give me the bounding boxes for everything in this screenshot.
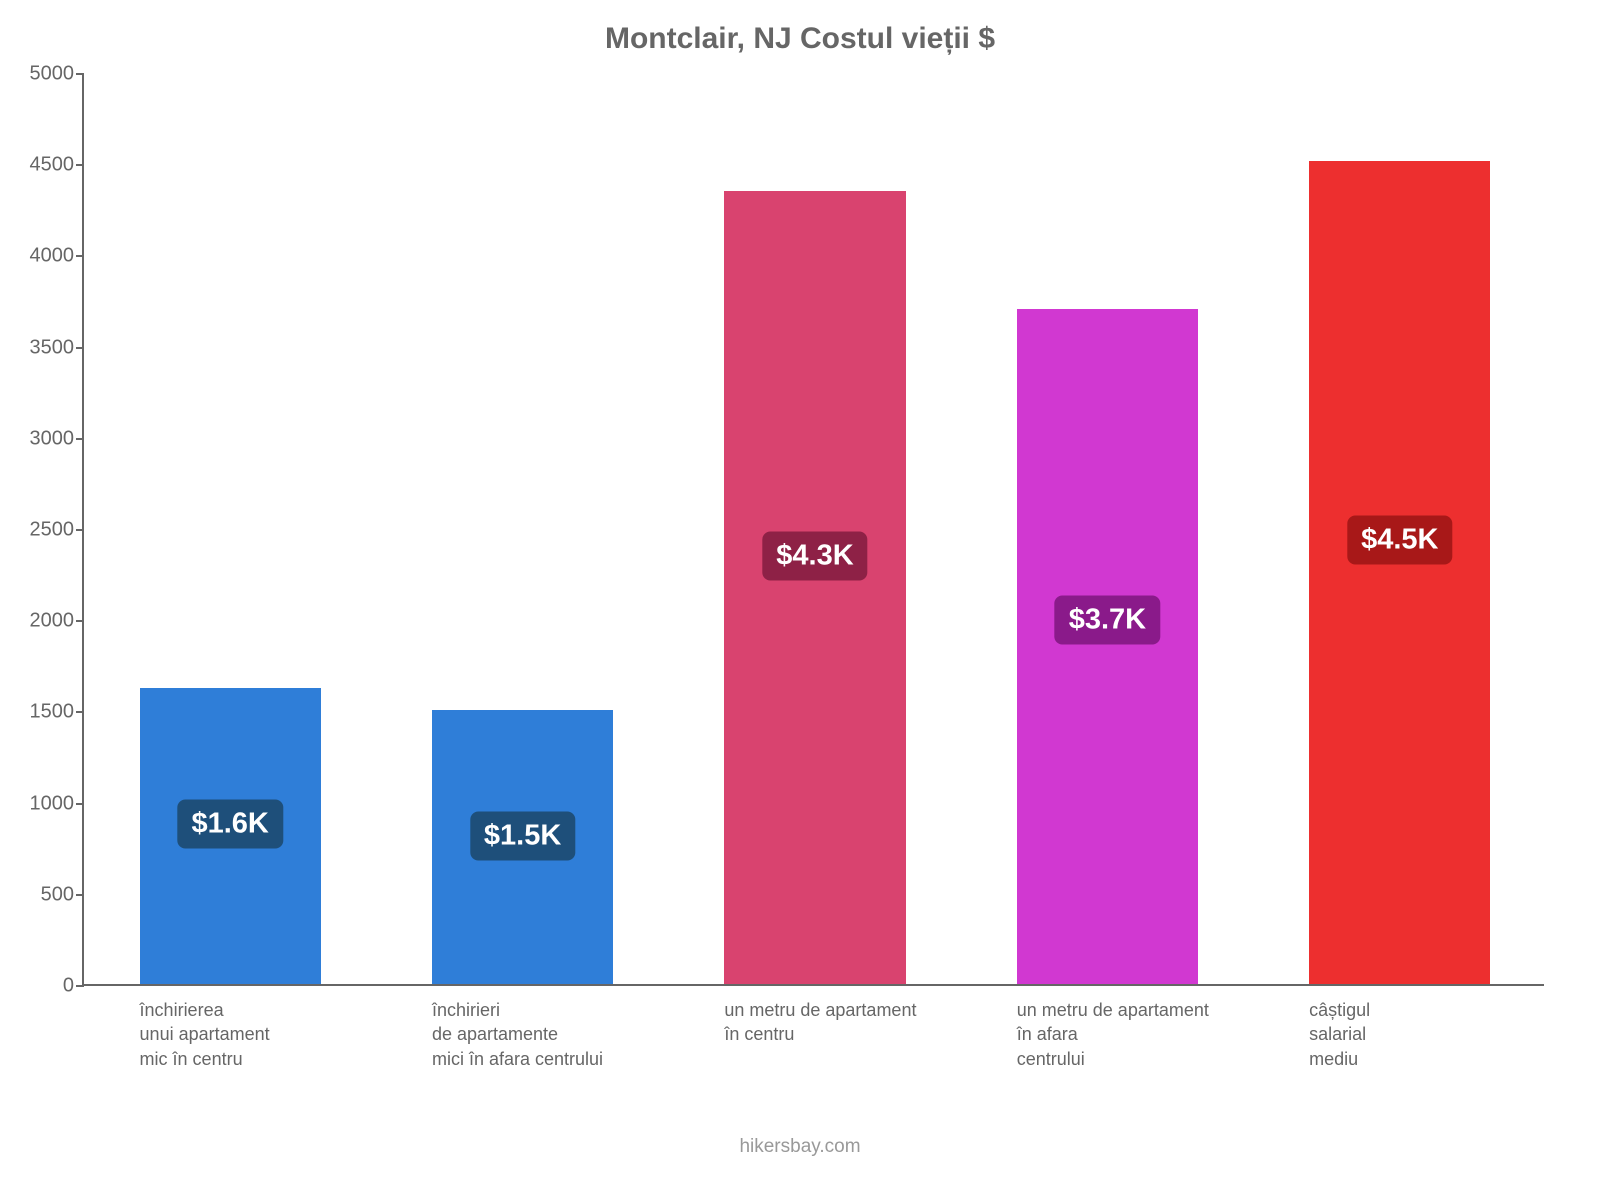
ytick-mark	[76, 73, 84, 75]
bar-value-badge: $3.7K	[1055, 595, 1160, 644]
ytick-mark	[76, 620, 84, 622]
xtick-label: un metru de apartament în afara centrulu…	[1017, 984, 1209, 1071]
bar: $4.3K	[724, 191, 905, 984]
ytick-mark	[76, 164, 84, 166]
chart-footer: hikersbay.com	[0, 1136, 1600, 1158]
bar-value-badge: $1.5K	[470, 812, 575, 861]
ytick-mark	[76, 985, 84, 987]
bar: $1.5K	[432, 710, 613, 984]
bar: $1.6K	[140, 688, 321, 984]
bar-value-badge: $4.3K	[762, 531, 867, 580]
ytick-mark	[76, 255, 84, 257]
xtick-label: un metru de apartament în centru	[724, 984, 916, 1047]
ytick-mark	[76, 711, 84, 713]
bar: $3.7K	[1017, 309, 1198, 984]
ytick-mark	[76, 529, 84, 531]
xtick-label: închirieri de apartamente mici în afara …	[432, 984, 603, 1071]
xtick-label: închirierea unui apartament mic în centr…	[140, 984, 270, 1071]
bar: $4.5K	[1309, 161, 1490, 984]
ytick-mark	[76, 803, 84, 805]
xtick-label: câștigul salarial mediu	[1309, 984, 1370, 1071]
plot-area: 0500100015002000250030003500400045005000…	[82, 74, 1544, 986]
ytick-mark	[76, 438, 84, 440]
ytick-mark	[76, 347, 84, 349]
ytick-mark	[76, 894, 84, 896]
cost-of-living-chart: Montclair, NJ Costul vieții $ 0500100015…	[0, 0, 1600, 1200]
bar-value-badge: $4.5K	[1347, 515, 1452, 564]
bar-value-badge: $1.6K	[177, 799, 282, 848]
chart-title: Montclair, NJ Costul vieții $	[0, 22, 1600, 56]
